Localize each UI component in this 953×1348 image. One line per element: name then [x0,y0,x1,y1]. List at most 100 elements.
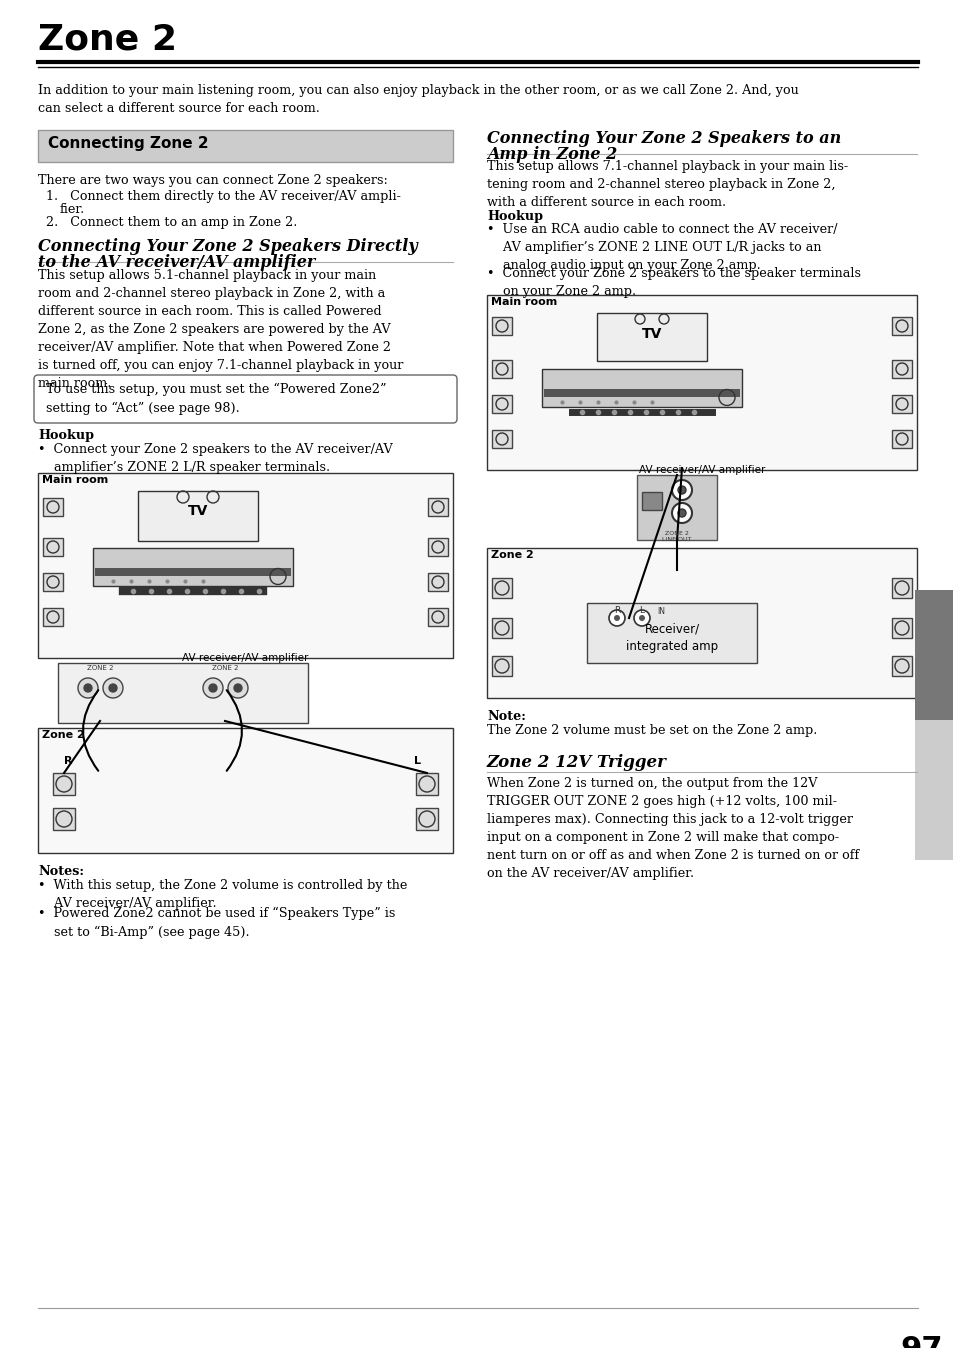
Text: Zone 2: Zone 2 [491,550,533,559]
Bar [543,390,740,398]
Bar [92,549,293,586]
Text: •  Connect your Zone 2 speakers to the AV receiver/AV
    amplifier’s ZONE 2 L/R: • Connect your Zone 2 speakers to the AV… [38,443,393,474]
Bar [891,430,911,448]
Bar [53,807,75,830]
Bar [58,663,308,723]
Text: In addition to your main listening room, you can also enjoy playback in the othe: In addition to your main listening room,… [38,84,798,115]
Circle shape [678,510,685,518]
Text: AV receiver/AV amplifier: AV receiver/AV amplifier [182,652,309,663]
Circle shape [78,678,98,698]
Bar [416,807,437,830]
Circle shape [203,678,223,698]
Bar [492,395,512,412]
Text: Notes:: Notes: [38,865,84,878]
Text: Hookup: Hookup [38,429,94,442]
Text: Amp in Zone 2: Amp in Zone 2 [486,146,617,163]
Circle shape [109,683,117,692]
Circle shape [678,487,685,493]
Bar [53,772,75,795]
Bar [641,492,661,510]
Text: There are two ways you can connect Zone 2 speakers:: There are two ways you can connect Zone … [38,174,388,187]
Text: This setup allows 5.1-channel playback in your main
room and 2-channel stereo pl: This setup allows 5.1-channel playback i… [38,270,403,390]
Bar [428,497,448,516]
Text: 2.   Connect them to an amp in Zone 2.: 2. Connect them to an amp in Zone 2. [46,216,297,229]
Text: Connecting Your Zone 2 Speakers to an: Connecting Your Zone 2 Speakers to an [486,129,841,147]
Circle shape [228,678,248,698]
Bar [38,728,453,853]
Bar [428,608,448,625]
Bar [138,491,257,541]
Text: Note:: Note: [486,710,525,723]
Text: Main room: Main room [491,297,557,307]
Text: R: R [613,607,619,615]
Bar [428,538,448,555]
Bar [891,656,911,675]
Bar [486,549,916,698]
Text: ZONE 2: ZONE 2 [212,665,238,671]
Bar [416,772,437,795]
Bar [38,129,453,162]
Bar [492,578,512,599]
Bar [541,369,741,407]
Text: Zone 2: Zone 2 [42,731,85,740]
Bar [891,578,911,599]
Text: •  With this setup, the Zone 2 volume is controlled by the
    AV receiver/AV am: • With this setup, the Zone 2 volume is … [38,879,407,910]
Text: L: L [414,756,421,766]
Text: AV receiver/AV amplifier: AV receiver/AV amplifier [639,465,764,474]
Text: TV: TV [641,328,661,341]
Circle shape [608,611,624,625]
Bar [914,720,953,860]
Bar [914,590,953,720]
Circle shape [84,683,91,692]
Text: ZONE 2: ZONE 2 [87,665,113,671]
Text: The Zone 2 volume must be set on the Zone 2 amp.: The Zone 2 volume must be set on the Zon… [486,724,817,737]
Bar [891,617,911,638]
Circle shape [639,615,644,621]
Bar [492,617,512,638]
Text: When Zone 2 is turned on, the output from the 12V
TRIGGER OUT ZONE 2 goes high (: When Zone 2 is turned on, the output fro… [486,776,859,880]
Text: •  Use an RCA audio cable to connect the AV receiver/
    AV amplifier’s ZONE 2 : • Use an RCA audio cable to connect the … [486,222,837,272]
Bar [43,608,63,625]
Text: to the AV receiver/AV amplifier: to the AV receiver/AV amplifier [38,253,314,271]
Text: TV: TV [188,504,208,518]
Bar [38,473,453,658]
Bar [428,573,448,590]
FancyBboxPatch shape [34,375,456,423]
Text: ZONE 2
LINE OUT: ZONE 2 LINE OUT [661,531,691,542]
Bar [43,538,63,555]
Text: •  Powered Zone2 cannot be used if “Speakers Type” is
    set to “Bi-Amp” (see p: • Powered Zone2 cannot be used if “Speak… [38,907,395,938]
Bar [891,395,911,412]
Bar [95,568,291,576]
Circle shape [671,480,691,500]
Bar [637,474,717,541]
Bar [586,603,757,663]
Text: Hookup: Hookup [486,210,542,222]
Bar [492,360,512,377]
Bar [891,360,911,377]
Text: R: R [64,756,72,766]
Circle shape [103,678,123,698]
Text: Receiver/
integrated amp: Receiver/ integrated amp [625,623,718,652]
Bar [492,317,512,336]
Circle shape [671,503,691,523]
Text: Connecting Zone 2: Connecting Zone 2 [48,136,209,151]
Bar [492,656,512,675]
Bar [43,497,63,516]
Text: 97: 97 [899,1335,942,1348]
Circle shape [209,683,216,692]
Circle shape [233,683,242,692]
Circle shape [614,615,619,621]
Text: To use this setup, you must set the “Powered Zone2”
setting to “Act” (see page 9: To use this setup, you must set the “Pow… [46,383,386,415]
Text: Zone 2: Zone 2 [38,22,177,57]
Bar [492,430,512,448]
Text: IN: IN [657,607,664,616]
Text: Connecting Your Zone 2 Speakers Directly: Connecting Your Zone 2 Speakers Directly [38,239,417,255]
Circle shape [634,611,649,625]
Text: Zone 2 12V Trigger: Zone 2 12V Trigger [486,754,666,771]
Text: Main room: Main room [42,474,108,485]
Text: fier.: fier. [60,204,85,216]
Text: •  Connect your Zone 2 speakers to the speaker terminals
    on your Zone 2 amp.: • Connect your Zone 2 speakers to the sp… [486,267,861,298]
Text: This setup allows 7.1-channel playback in your main lis-
tening room and 2-chann: This setup allows 7.1-channel playback i… [486,160,847,209]
Text: L: L [639,607,644,615]
Bar [597,313,706,361]
